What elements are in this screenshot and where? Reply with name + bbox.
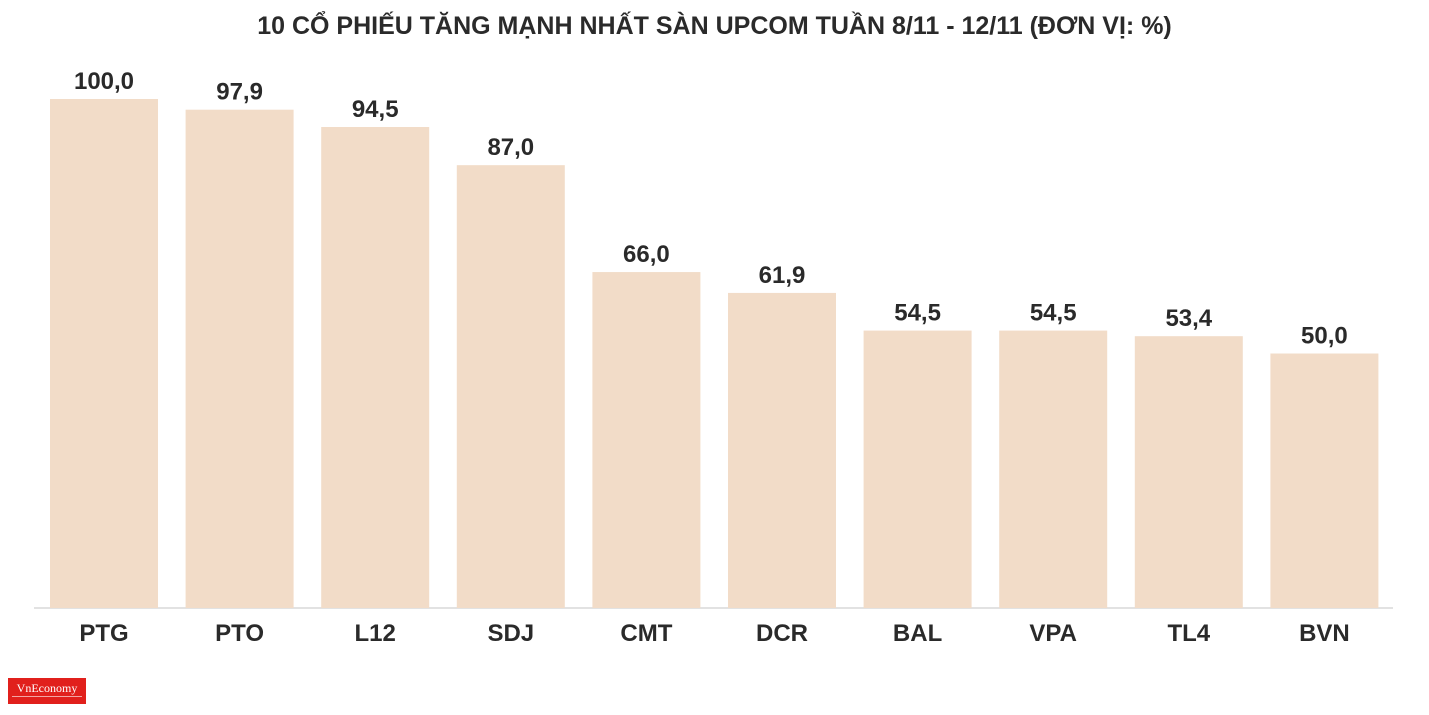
value-label-tl4: 53,4 [1165, 305, 1212, 332]
logo-divider [12, 696, 82, 697]
category-label-cmt: CMT [620, 620, 672, 647]
bar-sdj [456, 165, 565, 609]
bar-bal [863, 330, 972, 608]
bar-tl4 [1134, 336, 1243, 608]
bar-cmt [592, 272, 701, 608]
value-label-bvn: 50,0 [1301, 323, 1348, 350]
bar-ptg [50, 99, 158, 608]
bar-pto [185, 109, 294, 609]
value-label-bal: 54,5 [894, 300, 941, 327]
category-label-l12: L12 [355, 620, 396, 647]
category-label-vpa: VPA [1029, 620, 1077, 647]
category-label-bal: BAL [893, 620, 942, 647]
value-label-dcr: 61,9 [759, 262, 806, 289]
value-label-sdj: 87,0 [487, 134, 534, 161]
category-label-ptg: PTG [79, 620, 128, 647]
category-label-dcr: DCR [756, 620, 808, 647]
category-label-sdj: SDJ [487, 620, 534, 647]
category-label-bvn: BVN [1299, 620, 1350, 647]
category-label-pto: PTO [215, 620, 264, 647]
category-label-tl4: TL4 [1167, 620, 1210, 647]
value-label-ptg: 100,0 [74, 68, 134, 95]
vneconomy-logo: VnEconomy [8, 678, 86, 704]
bar-l12 [321, 126, 430, 609]
chart-title: 10 CỔ PHIẾU TĂNG MẠNH NHẤT SÀN UPCOM TUẦ… [257, 12, 1172, 40]
bar-vpa [999, 330, 1108, 608]
value-label-pto: 97,9 [216, 79, 263, 106]
bar-bvn [1270, 353, 1379, 608]
value-label-vpa: 54,5 [1030, 300, 1077, 327]
value-label-l12: 94,5 [352, 96, 399, 123]
logo-text: VnEconomy [16, 681, 78, 695]
bar-dcr [728, 292, 836, 608]
value-label-cmt: 66,0 [623, 241, 670, 268]
